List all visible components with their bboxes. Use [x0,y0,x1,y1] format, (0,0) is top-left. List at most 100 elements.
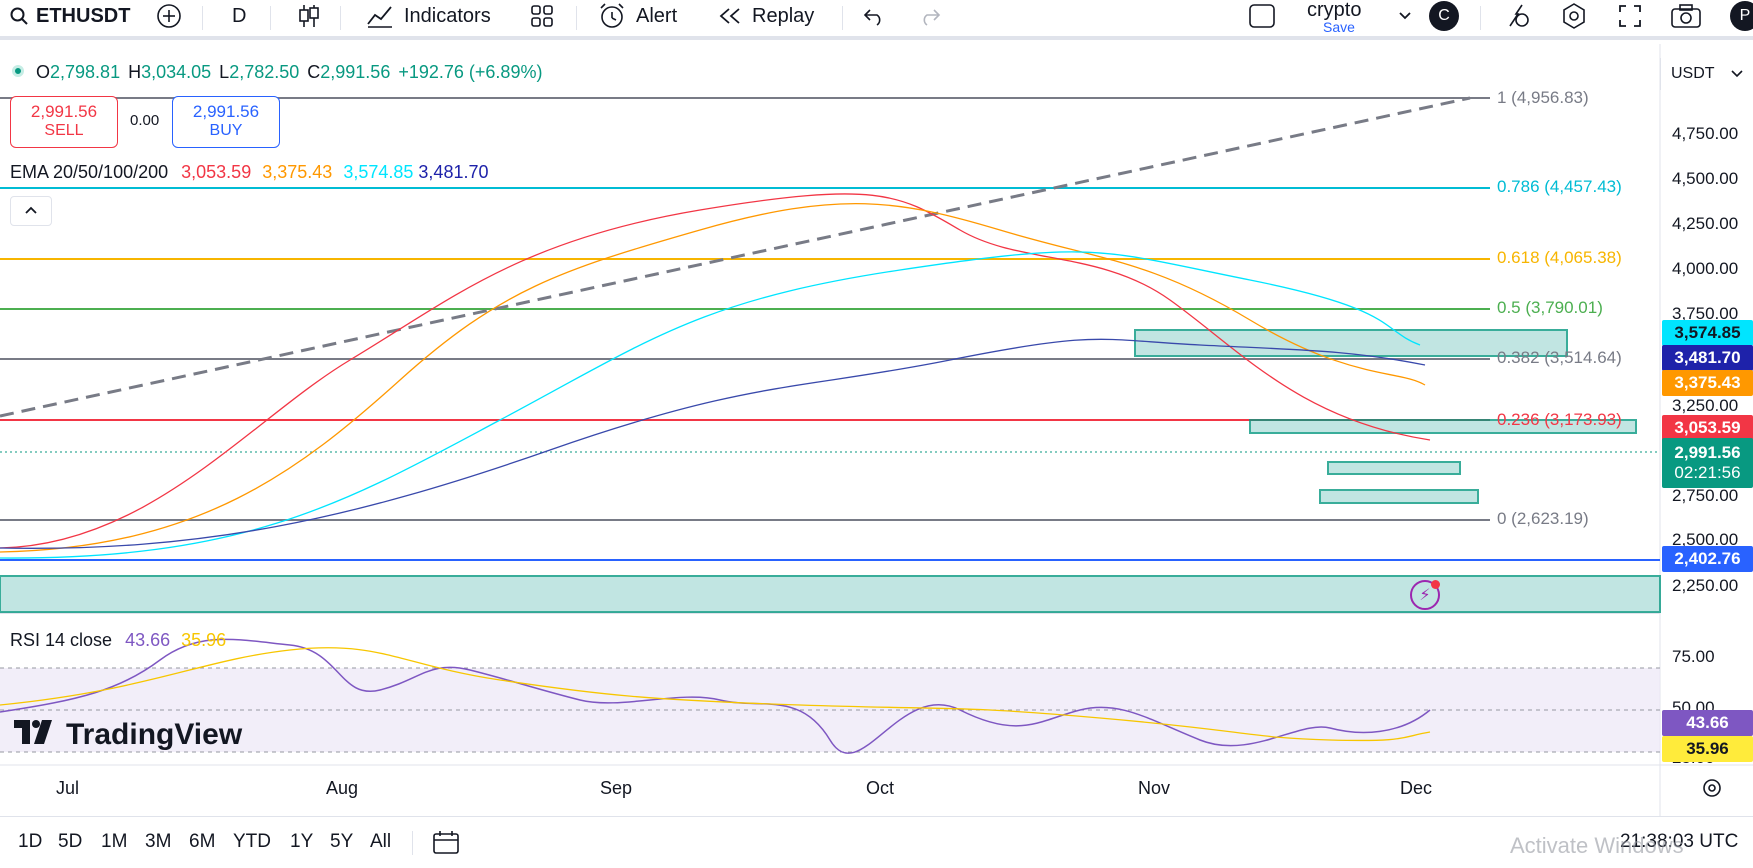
fib-label-0786: 0.786 (4,457.43) [1497,177,1622,196]
open-key: O [36,62,51,82]
open-value: 2,798.81 [50,62,121,82]
collapse-legend-button[interactable] [10,196,52,226]
currency-value: USDT [1671,65,1715,82]
time-axis-label: Nov [1138,778,1171,798]
ema20-line [0,193,1431,549]
layout-menu-toggle[interactable] [1398,0,1412,32]
ohlc-legend: O 2,798.81 H 3,034.05 L 2,782.50 C 2,991.56 … [12,62,550,83]
redo-button[interactable] [918,0,942,32]
currency-selector[interactable]: USDT [1660,58,1753,90]
indicators-label: Indicators [404,4,491,27]
fullscreen-button[interactable] [1618,0,1642,32]
clock-timezone[interactable]: 21:38:03 UTC [1620,831,1739,852]
sell-label: SELL [44,122,84,139]
layout-checkbox[interactable] [1248,0,1276,32]
sell-button[interactable]: 2,991.56 SELL [10,96,118,148]
search-icon [10,7,28,25]
ema50-price-tag: 3,375.43 [1662,370,1753,396]
fib-label-0618: 0.618 (4,065.38) [1497,248,1622,267]
time-axis-label: Oct [866,778,895,798]
range-1y[interactable]: 1Y [290,831,314,852]
chevron-down-icon [1730,65,1743,83]
range-1m[interactable]: 1M [101,831,128,852]
replay-button[interactable]: Replay [718,0,814,32]
rsi-ma-value: 35.96 [181,630,227,650]
divider [202,6,203,30]
range-all[interactable]: All [370,831,392,852]
low-value: 2,782.50 [229,62,300,82]
ema100-value: 3,574.85 [343,162,414,182]
range-ytd[interactable]: YTD [233,831,271,852]
account-avatar-c[interactable]: C [1429,0,1459,32]
quick-search-button[interactable] [1504,0,1532,32]
close-key: C [307,62,321,82]
range-5y[interactable]: 5Y [330,831,354,852]
buy-price: 2,991.56 [192,102,260,121]
symbol-search[interactable]: ETHUSDT [10,0,130,32]
price-chart[interactable] [0,44,1753,816]
layout-name[interactable]: crypto [1307,0,1362,21]
bar-countdown: 02:21:56 [1674,463,1741,482]
market-status-icon [12,65,24,77]
range-3m[interactable]: 3M [145,831,172,852]
templates-button[interactable] [530,0,554,32]
ema200-line [0,338,1426,549]
divider [576,6,577,30]
undo-button[interactable] [862,0,886,32]
alarm-clock-icon [598,2,626,30]
range-zone [1327,461,1461,475]
support-zone [1319,489,1479,504]
redo-icon [918,6,942,26]
range-5d[interactable]: 5D [58,831,83,852]
square-icon [1248,3,1276,29]
rsi-legend[interactable]: RSI 14 close 43.66 35.96 [10,630,226,651]
alert-button[interactable]: Alert [598,0,677,32]
fib-label-0382: 0.382 (3,514.64) [1497,348,1622,367]
notification-dot [1431,580,1440,589]
save-label[interactable]: Save [1323,19,1355,35]
axis-settings-button[interactable] [1700,776,1724,805]
ema-legend[interactable]: EMA 20/50/100/200 3,053.59 3,375.43 3,57… [10,162,489,183]
ema50-value: 3,375.43 [262,162,333,182]
range-6m[interactable]: 6M [189,831,216,852]
time-axis-label: Jul [56,778,80,798]
divider [340,6,341,30]
settings-button[interactable] [1560,0,1588,32]
rewind-icon [718,6,742,26]
last-price: 2,991.56 [1674,443,1741,462]
alert-label: Alert [636,4,678,27]
rsi-price-tag: 43.66 [1662,710,1753,736]
price-axis-label: 4,500.00 [1672,169,1739,188]
buy-button[interactable]: 2,991.56 BUY [172,96,280,148]
rsi-value: 43.66 [125,630,171,650]
spread-value: 0.00 [130,112,160,129]
ema200-value: 3,481.70 [418,162,489,182]
interval-button[interactable]: D [232,4,247,27]
account-avatar-p[interactable]: P [1730,0,1753,32]
divider [1480,6,1481,30]
calendar-icon [432,831,460,859]
fib-label-05: 0.5 (3,790.01) [1497,298,1603,317]
goto-date-button[interactable] [432,829,460,860]
bottom-toolbar: 1D 5D 1M 3M 6M YTD 1Y 5Y All 21:38:03 UT… [0,816,1753,868]
snapshot-button[interactable] [1670,0,1702,32]
compare-button[interactable] [156,0,182,32]
fib-label-0: 0 (2,623.19) [1497,509,1589,528]
fib-label-1: 1 (4,956.83) [1497,88,1589,107]
high-key: H [128,62,142,82]
replay-label: Replay [752,4,815,27]
price-axis-label: 4,750.00 [1672,124,1739,143]
price-axis-label: 3,250.00 [1672,396,1739,415]
chart-type-button[interactable] [298,0,320,32]
ema20-price-tag: 3,053.59 [1662,415,1753,441]
price-axis-label: 2,500.00 [1672,530,1739,549]
indicators-button[interactable]: Indicators [366,0,491,32]
demand-zone [0,575,1661,613]
rsi-name: RSI 14 close [10,630,113,650]
avatar: P [1730,1,1753,31]
ema50-line [0,203,1426,553]
range-1d[interactable]: 1D [18,831,43,852]
chevron-up-icon [24,202,38,220]
live-events-button[interactable]: ⚡ [1410,580,1440,610]
time-axis-label: Sep [600,778,633,798]
